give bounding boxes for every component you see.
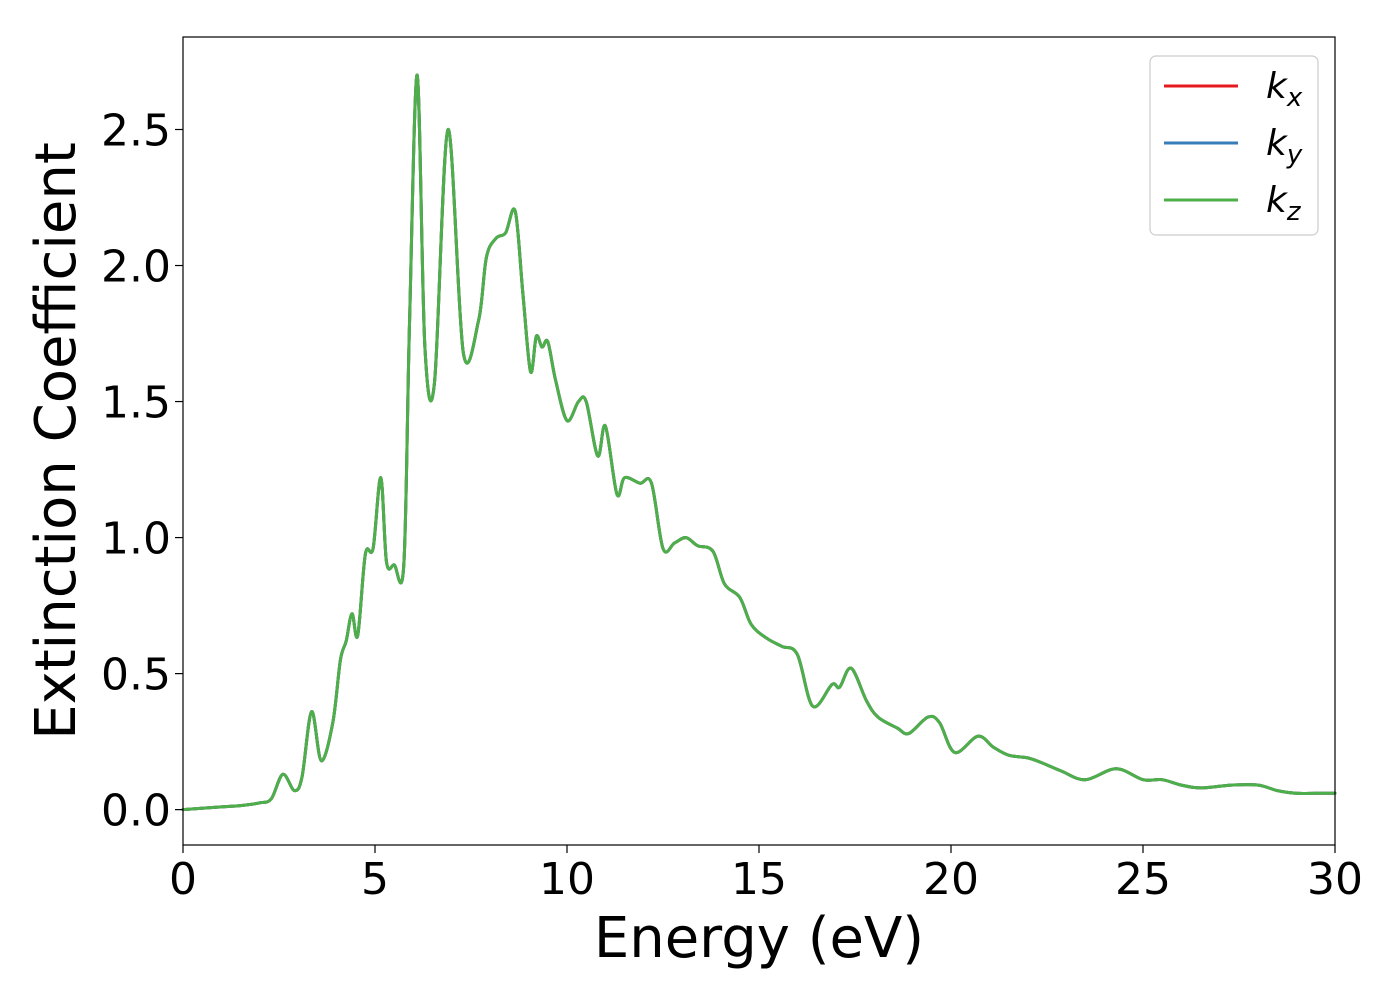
y-tick-label: 0.0: [101, 786, 171, 837]
x-tick-label: 25: [1115, 854, 1171, 905]
legend-label-subscript: z: [1286, 197, 1302, 227]
y-tick-label: 1.5: [101, 378, 171, 429]
x-ticks: 0 5 10 15 20 25 30: [169, 845, 1363, 905]
legend-box: [1149, 55, 1319, 236]
legend-label-subscript: x: [1286, 83, 1303, 113]
y-tick-label: 1.0: [101, 514, 171, 565]
legend-label-main: k: [1266, 66, 1289, 107]
x-tick-label: 15: [731, 854, 787, 905]
legend-label: kz: [1266, 180, 1302, 227]
y-tick-label: 2.0: [101, 242, 171, 293]
x-tick-label: 20: [923, 854, 979, 905]
x-axis-label: Energy (eV): [594, 906, 924, 971]
y-axis-label: Extinction Coefficient: [24, 142, 89, 740]
x-tick-label: 5: [361, 854, 389, 905]
series-line-k-z: [181, 73, 1337, 812]
legend-label-main: k: [1266, 123, 1289, 164]
legend-label-subscript: y: [1286, 140, 1303, 170]
x-tick-label: 10: [539, 854, 595, 905]
y-tick-label: 2.5: [101, 105, 171, 156]
x-tick-label: 0: [169, 854, 197, 905]
legend-label-main: k: [1266, 180, 1289, 221]
legend-label: kx: [1266, 66, 1303, 113]
x-tick-label: 30: [1307, 854, 1363, 905]
series-layer: [181, 73, 1337, 812]
y-ticks: 0.0 0.5 1.0 1.5 2.0 2.5: [101, 105, 183, 837]
legend-label: ky: [1266, 123, 1303, 170]
y-tick-label: 0.5: [101, 650, 171, 701]
